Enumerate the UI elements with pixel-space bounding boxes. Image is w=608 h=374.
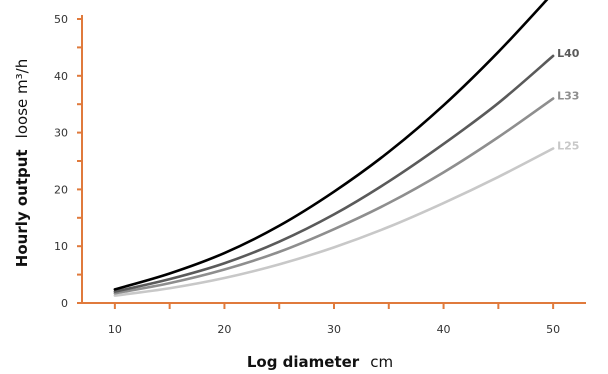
y-axis-title-bold: Hourly output [13,149,31,267]
series-line [113,97,555,295]
series-label: L33 [557,90,579,103]
y-tick-label: 40 [54,70,68,83]
series-line [113,147,555,297]
series-label: L25 [557,140,579,153]
series-line [113,54,555,293]
tick-labels: 10 20 30 40 50 0 10 20 30 40 50 [54,13,560,336]
y-tick-label: 0 [61,297,68,310]
x-tick-label: 10 [108,323,122,336]
x-axis-title-bold: Log diameter [247,353,360,371]
y-tick-label: 50 [54,13,68,26]
x-tick-label: 50 [546,323,560,336]
y-tick-label: 20 [54,183,68,196]
series-line [113,0,549,291]
x-tick-label: 40 [437,323,451,336]
y-axis-title-unit: loose m³/h [13,59,31,139]
series-labels: L25 L33 L40 [557,47,580,153]
y-tick-label: 30 [54,127,68,140]
x-axis-title-unit: cm [370,353,393,371]
axes [77,15,586,309]
x-tick-label: 20 [217,323,231,336]
series-lines [113,0,555,297]
series-label: L40 [557,47,580,60]
y-tick-label: 10 [54,240,68,253]
x-tick-label: 30 [327,323,341,336]
y-axis-title: Hourly output loose m³/h [12,59,31,267]
x-axis-title: Log diameter cm [247,352,393,371]
